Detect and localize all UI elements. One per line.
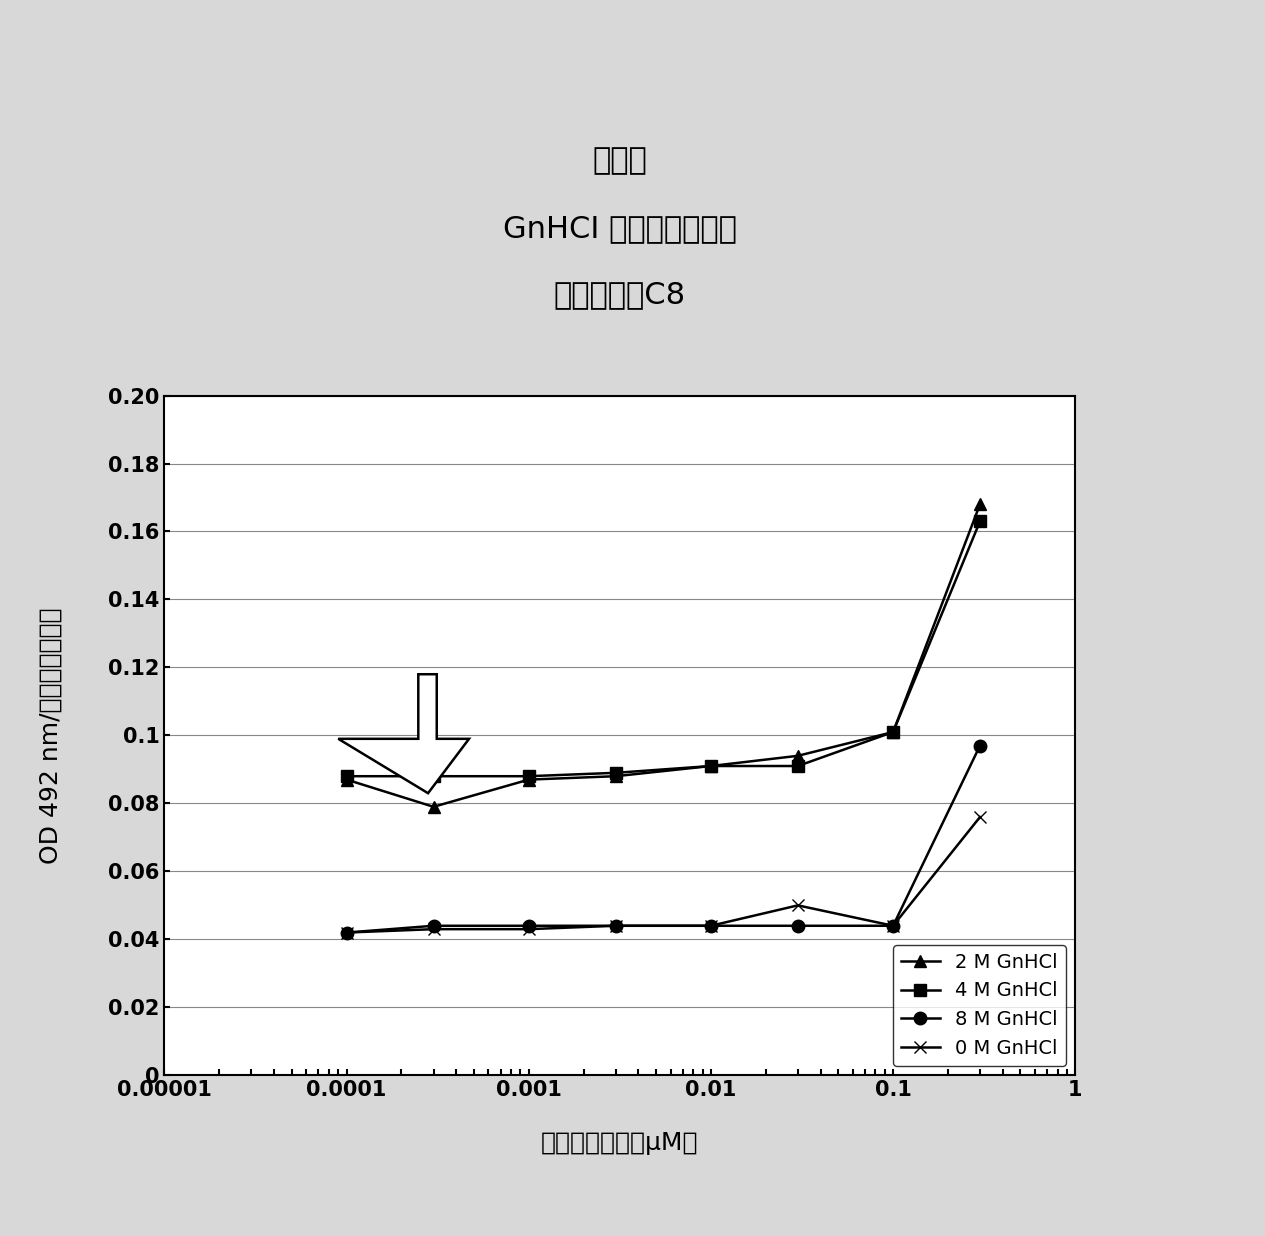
4 M GnHCl bbox=[791, 759, 806, 774]
8 M GnHCl bbox=[426, 918, 441, 933]
4 M GnHCl bbox=[973, 514, 988, 529]
2 M GnHCl bbox=[521, 772, 536, 787]
Line: 4 M GnHCl: 4 M GnHCl bbox=[340, 515, 987, 782]
Text: GnHCI 的磷酸盐缓冲液: GnHCI 的磷酸盐缓冲液 bbox=[503, 214, 736, 243]
8 M GnHCl bbox=[521, 918, 536, 933]
Line: 8 M GnHCl: 8 M GnHCl bbox=[340, 739, 987, 939]
Text: OD 492 nm/时间（每分钟）: OD 492 nm/时间（每分钟） bbox=[39, 607, 62, 864]
Text: 特异性: 特异性 bbox=[592, 146, 648, 176]
0 M GnHCl bbox=[608, 918, 624, 933]
8 M GnHCl bbox=[339, 925, 354, 939]
0 M GnHCl bbox=[703, 918, 719, 933]
2 M GnHCl bbox=[608, 769, 624, 784]
0 M GnHCl bbox=[521, 922, 536, 937]
Text: 突变型靶分子（μM）: 突变型靶分子（μM） bbox=[541, 1131, 698, 1156]
Line: 0 M GnHCl: 0 M GnHCl bbox=[340, 811, 987, 939]
8 M GnHCl bbox=[791, 918, 806, 933]
0 M GnHCl bbox=[973, 810, 988, 824]
4 M GnHCl bbox=[608, 765, 624, 780]
0 M GnHCl bbox=[886, 918, 901, 933]
2 M GnHCl bbox=[426, 800, 441, 815]
2 M GnHCl bbox=[339, 772, 354, 787]
0 M GnHCl bbox=[339, 925, 354, 939]
Legend: 2 M GnHCl, 4 M GnHCl, 8 M GnHCl, 0 M GnHCl: 2 M GnHCl, 4 M GnHCl, 8 M GnHCl, 0 M GnH… bbox=[893, 944, 1065, 1065]
0 M GnHCl bbox=[791, 897, 806, 912]
FancyArrow shape bbox=[338, 675, 469, 794]
Line: 2 M GnHCl: 2 M GnHCl bbox=[340, 498, 987, 813]
4 M GnHCl bbox=[703, 759, 719, 774]
4 M GnHCl bbox=[339, 769, 354, 784]
4 M GnHCl bbox=[426, 769, 441, 784]
8 M GnHCl bbox=[886, 918, 901, 933]
2 M GnHCl bbox=[703, 759, 719, 774]
2 M GnHCl bbox=[973, 497, 988, 512]
4 M GnHCl bbox=[521, 769, 536, 784]
2 M GnHCl bbox=[886, 724, 901, 739]
8 M GnHCl bbox=[608, 918, 624, 933]
0 M GnHCl bbox=[426, 922, 441, 937]
4 M GnHCl bbox=[886, 724, 901, 739]
8 M GnHCl bbox=[703, 918, 719, 933]
Text: 捕捉探针：C8: 捕捉探针：C8 bbox=[554, 279, 686, 309]
8 M GnHCl bbox=[973, 738, 988, 753]
2 M GnHCl bbox=[791, 748, 806, 763]
